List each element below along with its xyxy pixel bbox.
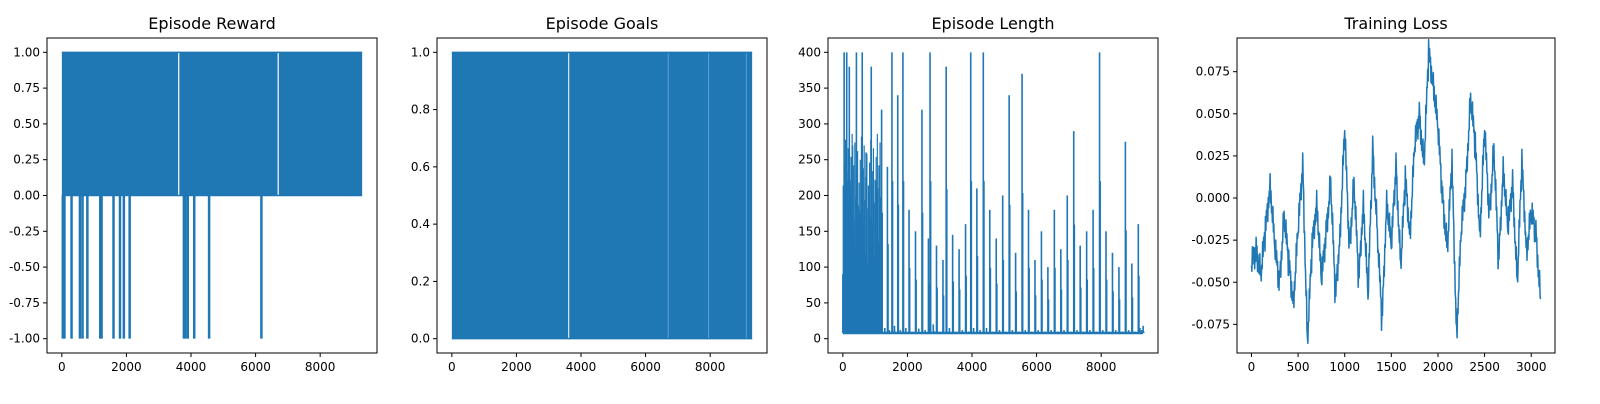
plot-frame [436,37,768,354]
chart-title: Episode Goals [546,14,659,33]
x-tick-label: 2500 [1469,360,1500,374]
plot-data-area [1250,38,1542,345]
y-tick-label: 250 [798,153,821,167]
x-tick-label: 4000 [566,360,597,374]
chart-episode-goals: Episode Goals 0 2000 4000 6000 8000 0.0 0.2 0.4 0… [411,14,768,374]
y-tick-label: 0.4 [411,217,430,231]
x-tick-label: 6000 [240,360,271,374]
x-tick-label: 0 [448,360,456,374]
x-tick-label: 500 [1287,360,1310,374]
x-tick-label: 1500 [1376,360,1407,374]
y-tick-label: 50 [806,296,821,310]
y-tick-label: 0.8 [411,103,430,117]
x-tick-label: 6000 [630,360,661,374]
chart-title: Episode Length [931,14,1054,33]
x-tick-label: 3000 [1516,360,1547,374]
y-tick-label: 0.6 [411,160,430,174]
x-tick-label: 0 [1248,360,1256,374]
x-tick-label: 8000 [695,360,726,374]
series-line [1250,38,1542,345]
plot-data-area [61,51,363,339]
series-band [61,52,363,196]
y-tick-label: 0.00 [13,189,40,203]
chart-episode-reward: Episode Reward 0 2000 4000 6000 8000 -1.00 -0.7… [9,14,378,374]
plot-data-area [451,51,753,340]
x-tick-label: 2000 [892,360,923,374]
chart-title: Training Loss [1343,14,1447,33]
chart-training-loss: Training Loss 0 500 1000 1500 2000 2500 3000 -0.… [1191,14,1556,374]
x-tick-label: 0 [58,360,66,374]
y-tick-label: 1.00 [13,45,40,59]
chart-title: Episode Reward [148,14,276,33]
x-tick-label: 8000 [1086,360,1117,374]
y-tick-label: 0.50 [13,117,40,131]
x-tick-label: 2000 [111,360,142,374]
x-tick-label: 2000 [501,360,532,374]
plot-frame [1236,37,1556,354]
y-tick-label: -0.50 [9,260,40,274]
y-tick-label: -0.25 [9,224,40,238]
y-tick-label: -0.050 [1191,275,1230,289]
x-tick-label: 6000 [1021,360,1052,374]
y-tick-label: 1.0 [411,45,430,59]
y-tick-label: 400 [798,45,821,59]
y-tick-label: 0.000 [1196,191,1230,205]
plot-data-area [842,52,1145,335]
x-tick-label: 0 [839,360,847,374]
y-tick-label: 0.025 [1196,149,1230,163]
x-tick-label: 4000 [957,360,988,374]
y-tick-label: 0.075 [1196,65,1230,79]
x-tick-label: 2000 [1423,360,1454,374]
y-tick-label: 200 [798,189,821,203]
y-tick-label: 0.25 [13,153,40,167]
y-tick-label: -0.025 [1191,233,1230,247]
y-tick-label: 0.2 [411,274,430,288]
y-tick-label: 100 [798,260,821,274]
x-tick-label: 8000 [305,360,336,374]
y-tick-label: 300 [798,117,821,131]
chart-episode-length: Episode Length 0 2000 4000 6000 8000 0 50 100 150… [798,14,1159,374]
y-tick-label: -0.075 [1191,317,1230,331]
y-tick-label: -1.00 [9,332,40,346]
y-tick-label: 150 [798,224,821,238]
series-band [451,52,753,339]
y-tick-label: 350 [798,81,821,95]
y-tick-label: 0.0 [411,332,430,346]
y-tick-label: 0.050 [1196,107,1230,121]
x-tick-label: 4000 [176,360,207,374]
x-tick-label: 1000 [1329,360,1360,374]
y-tick-label: 0.75 [13,81,40,95]
y-tick-label: 0 [813,332,821,346]
y-tick-label: -0.75 [9,296,40,310]
